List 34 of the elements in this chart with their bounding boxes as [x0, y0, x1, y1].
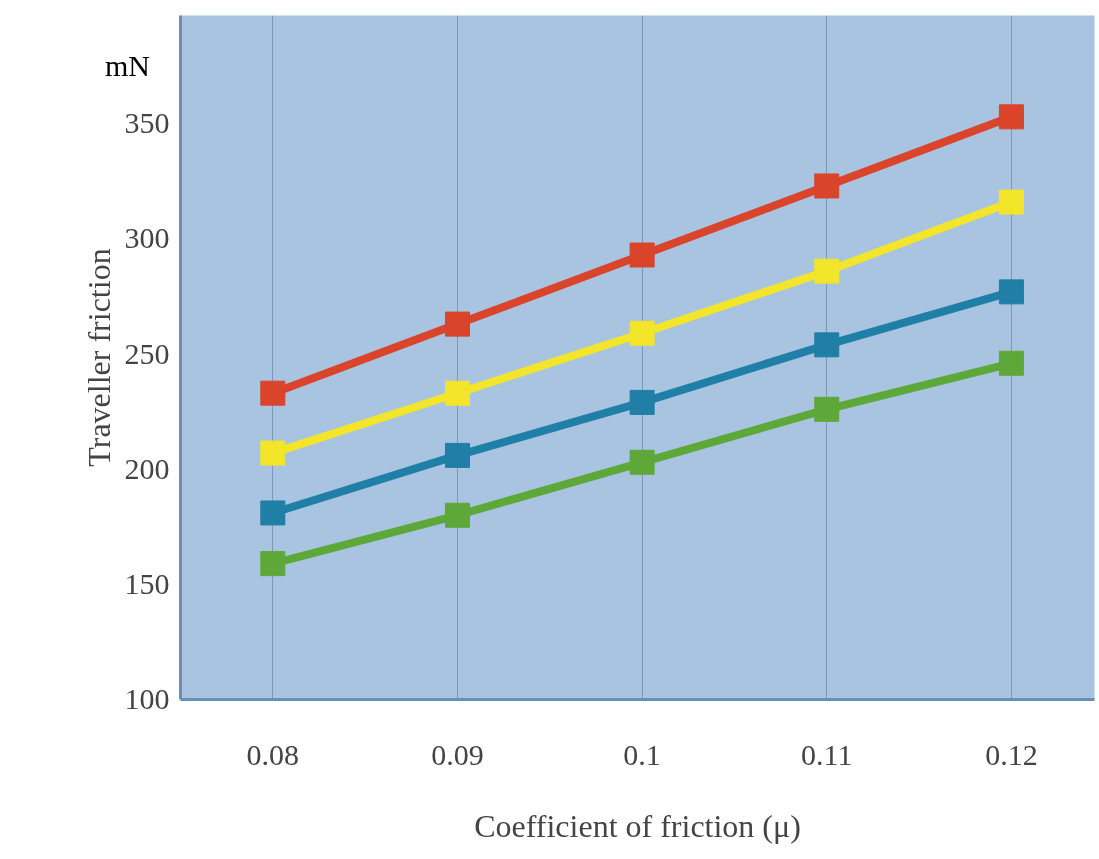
- y-tick-label: 250: [124, 336, 170, 370]
- point: [998, 189, 1024, 215]
- point: [260, 500, 286, 526]
- point: [814, 332, 840, 358]
- y-tick-label: 300: [124, 221, 170, 255]
- point: [998, 350, 1024, 376]
- point: [814, 258, 840, 284]
- point: [629, 320, 655, 346]
- y-tick-label: 150: [124, 566, 170, 600]
- point: [998, 279, 1024, 305]
- point: [814, 173, 840, 199]
- point: [629, 449, 655, 475]
- y-tick-label: 100: [124, 682, 170, 715]
- x-tick-label: 0.11: [801, 737, 853, 771]
- point: [444, 380, 470, 406]
- point: [998, 104, 1024, 130]
- text: mN: [105, 48, 150, 84]
- x-tick-label: 0.09: [431, 737, 484, 771]
- point: [814, 396, 840, 422]
- point: [444, 311, 470, 337]
- point: [260, 380, 286, 406]
- y-tick-label: 350: [124, 106, 170, 140]
- x-tick-label: 0.12: [985, 737, 1038, 771]
- point: [260, 440, 286, 466]
- x-axis-title: Coefficient of friction (μ): [474, 807, 801, 844]
- x-tick-label: 0.08: [246, 737, 300, 771]
- y-tick-label: 200: [124, 451, 170, 485]
- point: [260, 551, 286, 577]
- point: [444, 442, 470, 468]
- point: [444, 502, 470, 528]
- point: [629, 242, 655, 268]
- x-tick-label: 0.1: [623, 737, 661, 771]
- y-axis-title: Traveller friction: [80, 248, 117, 467]
- point: [629, 389, 655, 415]
